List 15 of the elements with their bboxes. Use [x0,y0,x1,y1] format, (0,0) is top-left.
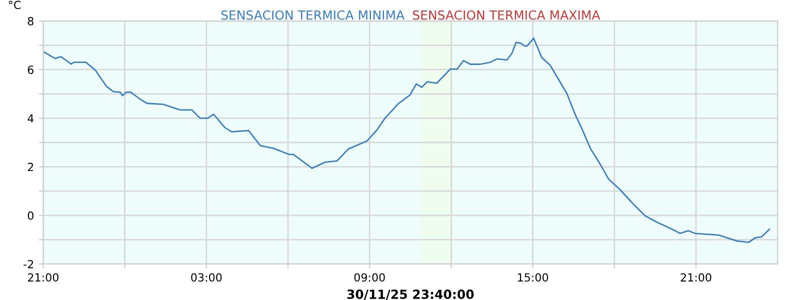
x-tick-label: 21:00 [28,273,58,282]
y-axis-title: °C [8,0,21,10]
x-axis-title: 30/11/25 23:40:00 [347,290,474,300]
x-tick-label: 03:00 [191,273,222,282]
x-tick-label: 09:00 [354,273,385,282]
y-tick-label: 2 [28,162,34,172]
y-tick-label: 0 [28,211,34,220]
x-tick-label: 21:00 [680,273,712,282]
y-tick-label: 4 [28,114,34,122]
y-tick-label: -2 [24,260,34,268]
y-tick-label: 6 [28,66,34,74]
text: SENSACION TERMICA MINIMA [221,10,404,20]
y-tick-label: 8 [28,16,34,26]
legend-label: SENSACION TERMICA MAXIMA [412,10,600,20]
x-tick-label: 15:00 [518,273,548,282]
